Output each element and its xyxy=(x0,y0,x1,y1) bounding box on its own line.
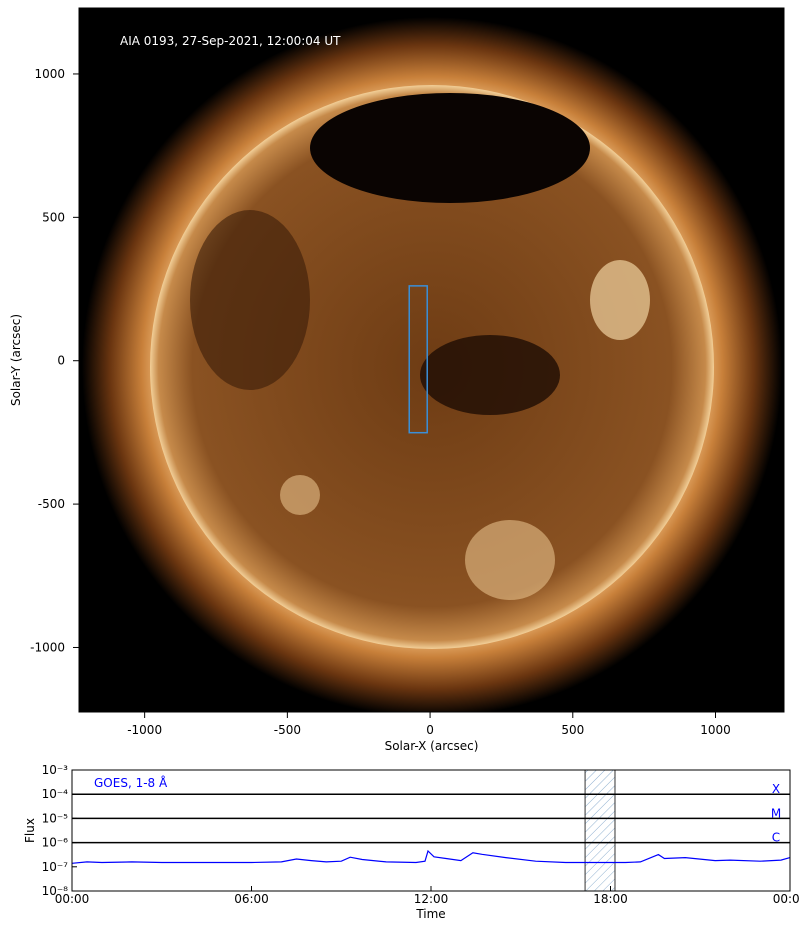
dark-region xyxy=(190,210,310,390)
active-region xyxy=(280,475,320,515)
x-tick-label: 18:00 xyxy=(593,892,628,906)
x-tick-label: 0 xyxy=(426,723,434,737)
x-tick-label: 00:00 xyxy=(55,892,90,906)
region-box xyxy=(408,285,428,434)
x-tick-label: 1000 xyxy=(700,723,731,737)
x-tick-label: 06:00 xyxy=(234,892,269,906)
x-tick-label: -1000 xyxy=(127,723,162,737)
y-tick-label: 500 xyxy=(42,210,65,224)
y-tick-label: 10⁻⁴ xyxy=(42,787,69,801)
y-tick-label: 0 xyxy=(57,354,65,368)
y-tick-label: 10⁻⁵ xyxy=(42,811,69,825)
y-axis-label: Flux xyxy=(23,818,37,843)
y-tick-label: -500 xyxy=(38,497,65,511)
dark-region xyxy=(420,335,560,415)
solar-image xyxy=(79,8,784,712)
y-tick-label: 10⁻⁶ xyxy=(42,836,69,850)
x-tick-label: 00:00 xyxy=(773,892,799,906)
x-tick-label: 12:00 xyxy=(414,892,449,906)
image-annotation: AIA 0193, 27-Sep-2021, 12:00:04 UT xyxy=(120,34,341,48)
coronal-hole xyxy=(310,93,590,203)
x-tick-label: 500 xyxy=(561,723,584,737)
active-region xyxy=(465,520,555,600)
x-axis-label: Time xyxy=(415,907,445,921)
flux-line xyxy=(71,849,791,864)
y-tick-label: 10⁻³ xyxy=(42,763,69,777)
y-tick-label: 10⁻⁷ xyxy=(42,860,69,874)
class-label: C xyxy=(772,831,780,845)
y-tick-label: 1000 xyxy=(34,67,65,81)
axes-frame xyxy=(71,769,791,892)
y-tick-label: -1000 xyxy=(30,640,65,654)
x-axis-label: Solar-X (arcsec) xyxy=(385,739,479,753)
plot-annotation: GOES, 1-8 Å xyxy=(94,775,168,790)
y-axis-label: Solar-Y (arcsec) xyxy=(9,314,23,406)
class-label: M xyxy=(771,806,781,820)
class-label: X xyxy=(772,782,780,796)
active-region xyxy=(590,260,650,340)
highlight-band xyxy=(584,769,616,892)
x-tick-label: -500 xyxy=(274,723,301,737)
axes-frame xyxy=(78,7,785,713)
y-tick-label: 10⁻⁸ xyxy=(42,884,69,898)
